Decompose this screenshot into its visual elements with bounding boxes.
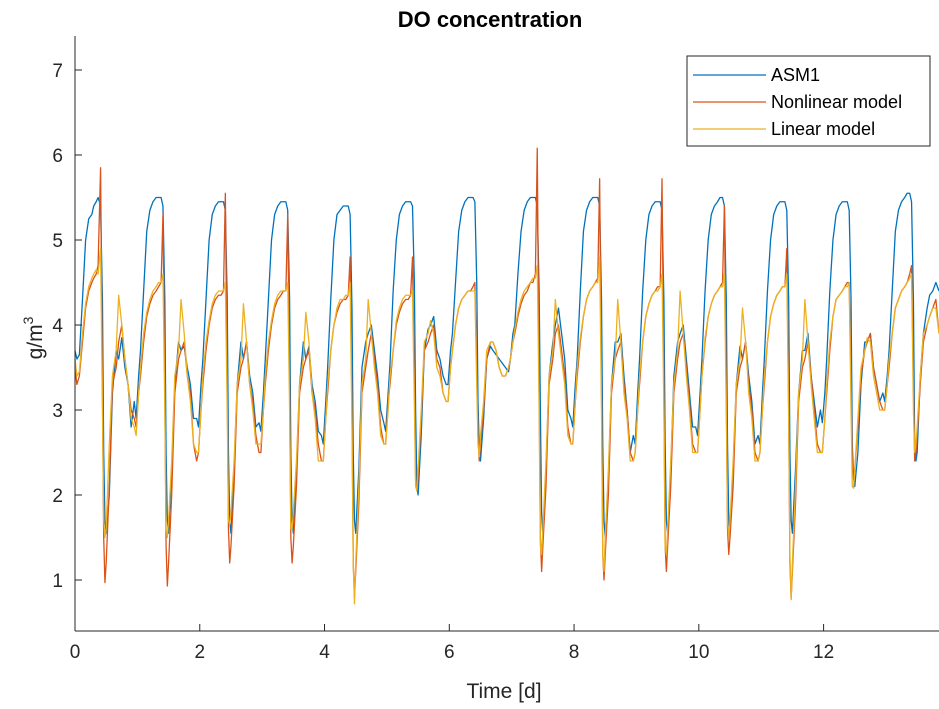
- legend-label-nonlinear-model: Nonlinear model: [771, 92, 902, 112]
- y-axis-label: g/m3: [20, 316, 47, 359]
- x-tick-label: 12: [813, 642, 834, 663]
- series-layer: [74, 147, 939, 605]
- legend-label-linear-model: Linear model: [771, 119, 875, 139]
- x-tick-label: 2: [194, 642, 205, 663]
- legend: ASM1 Nonlinear model Linear model: [686, 55, 931, 147]
- y-tick-label: 1: [52, 571, 63, 592]
- series-line-linear-model: [74, 247, 939, 605]
- y-tick-label: 2: [52, 486, 63, 507]
- y-axis-label-superscript: 3: [20, 316, 36, 324]
- x-tick-labels: 0 2 4 6 8 10 12: [70, 642, 834, 663]
- x-tick-label: 10: [688, 642, 709, 663]
- x-axis-label: Time [d]: [466, 680, 541, 703]
- chart-title: DO concentration: [398, 7, 583, 32]
- legend-box: [686, 55, 931, 147]
- y-tick-label: 6: [52, 146, 63, 167]
- x-tick-label: 4: [319, 642, 330, 663]
- y-tick-label: 5: [52, 231, 63, 252]
- series-line-asm1: [74, 192, 939, 539]
- y-tick-label: 4: [52, 316, 63, 337]
- y-axis-label-base: g/m: [24, 324, 47, 359]
- legend-label-asm1: ASM1: [771, 65, 820, 85]
- x-tick-label: 0: [70, 642, 81, 663]
- axes: [74, 36, 939, 632]
- x-tick-label: 6: [444, 642, 455, 663]
- y-tick-label: 3: [52, 401, 63, 422]
- x-tick-label: 8: [569, 642, 580, 663]
- y-tick-label: 7: [52, 61, 63, 82]
- y-tick-labels: 1 2 3 4 5 6 7: [52, 61, 63, 592]
